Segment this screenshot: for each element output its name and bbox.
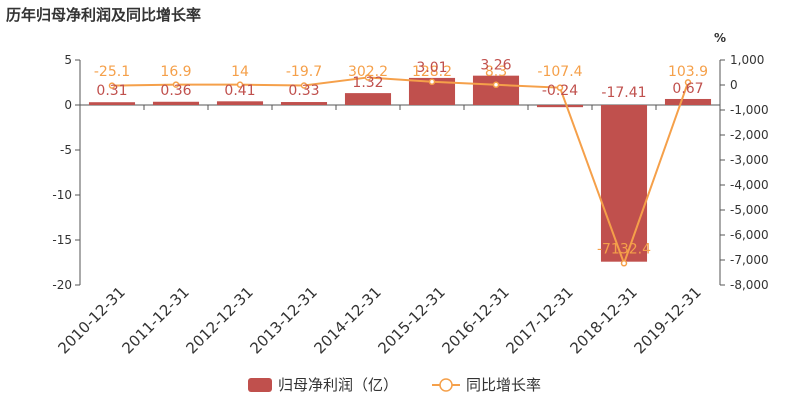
growth-rate-point[interactable]: [620, 260, 628, 267]
growth-rate-point[interactable]: [300, 82, 308, 89]
bar-value-label: -0.24: [542, 83, 578, 99]
bar-value-label: 3.01: [416, 60, 447, 76]
x-tick-label: 2013-12-31: [246, 283, 320, 357]
x-tick-label: 2010-12-31: [54, 283, 128, 357]
growth-rate-label: -25.1: [94, 64, 130, 80]
bar-value-label: -17.41: [601, 85, 646, 101]
x-tick-label: 2016-12-31: [438, 283, 512, 357]
growth-rate-label: 8.3: [485, 64, 507, 80]
legend-line-marker: [439, 378, 453, 392]
y-right-tick-label: -1,000: [730, 103, 769, 117]
growth-rate-label: 14: [231, 64, 249, 80]
bar[interactable]: [472, 75, 520, 105]
y-right-unit: %: [714, 31, 726, 45]
y-right-tick-label: -3,000: [730, 153, 769, 167]
bar[interactable]: [344, 93, 392, 105]
x-tick-label: 2011-12-31: [118, 283, 192, 357]
x-tick-label: 2017-12-31: [502, 283, 576, 357]
legend-bar-label: 归母净利润（亿）: [278, 376, 398, 394]
growth-rate-label: -107.4: [537, 64, 582, 80]
y-left-tick-label: -20: [52, 278, 72, 292]
legend-bar-swatch: [248, 378, 272, 392]
bar[interactable]: [152, 101, 200, 105]
x-tick-label: 2015-12-31: [374, 283, 448, 357]
y-left-tick-label: 5: [64, 53, 72, 67]
y-right-tick-label: 0: [730, 78, 738, 92]
y-left-tick-label: -10: [52, 188, 72, 202]
growth-rate-line: [111, 76, 689, 267]
growth-rate-label: 103.9: [668, 64, 708, 80]
y-left-tick-label: -5: [60, 143, 72, 157]
bar[interactable]: [600, 105, 648, 262]
y-left-tick-label: 0: [64, 98, 72, 112]
y-right-tick-label: -5,000: [730, 203, 769, 217]
bar-value-label: 3.26: [480, 58, 511, 74]
y-right-tick-label: -7,000: [730, 253, 769, 267]
x-tick-label: 2014-12-31: [310, 283, 384, 357]
bar[interactable]: [664, 98, 712, 105]
growth-rate-point[interactable]: [684, 79, 692, 86]
bar-value-label: 1.32: [352, 75, 383, 91]
y-right-tick-label: -8,000: [730, 278, 769, 292]
growth-rate-point[interactable]: [236, 81, 244, 88]
chart-title: 历年归母净利润及同比增长率: [6, 6, 202, 24]
growth-rate-point[interactable]: [108, 82, 116, 89]
y-right-tick-label: -4,000: [730, 178, 769, 192]
y-right-tick-label: -6,000: [730, 228, 769, 242]
growth-rate-label: -19.7: [286, 64, 322, 80]
growth-rate-label: 128.2: [412, 64, 452, 80]
x-tick-label: 2018-12-31: [566, 283, 640, 357]
growth-rate-point[interactable]: [556, 84, 564, 91]
growth-rate-label: 16.9: [160, 64, 191, 80]
growth-rate-label: 302.2: [348, 64, 388, 80]
bar-value-label: 0.67: [672, 81, 703, 97]
bar-value-label: 0.33: [288, 83, 319, 99]
bar-value-label: 0.36: [160, 83, 191, 99]
x-tick-label: 2012-12-31: [182, 283, 256, 357]
growth-rate-point[interactable]: [172, 81, 180, 88]
bar[interactable]: [280, 102, 328, 105]
bar[interactable]: [88, 102, 136, 105]
growth-rate-label: -7132.4: [597, 241, 651, 257]
y-left-tick-label: -15: [52, 233, 72, 247]
y-right-tick-label: 1,000: [730, 53, 764, 67]
bar[interactable]: [536, 105, 584, 108]
growth-rate-point[interactable]: [428, 78, 436, 86]
bar-value-label: 0.31: [96, 83, 127, 99]
growth-rate-point[interactable]: [364, 74, 372, 81]
legend-line-label: 同比增长率: [466, 376, 541, 394]
growth-rate-point[interactable]: [492, 81, 500, 89]
bar-value-label: 0.41: [224, 83, 255, 99]
y-right-tick-label: -2,000: [730, 128, 769, 142]
bar[interactable]: [216, 101, 264, 105]
x-tick-label: 2019-12-31: [630, 283, 704, 357]
